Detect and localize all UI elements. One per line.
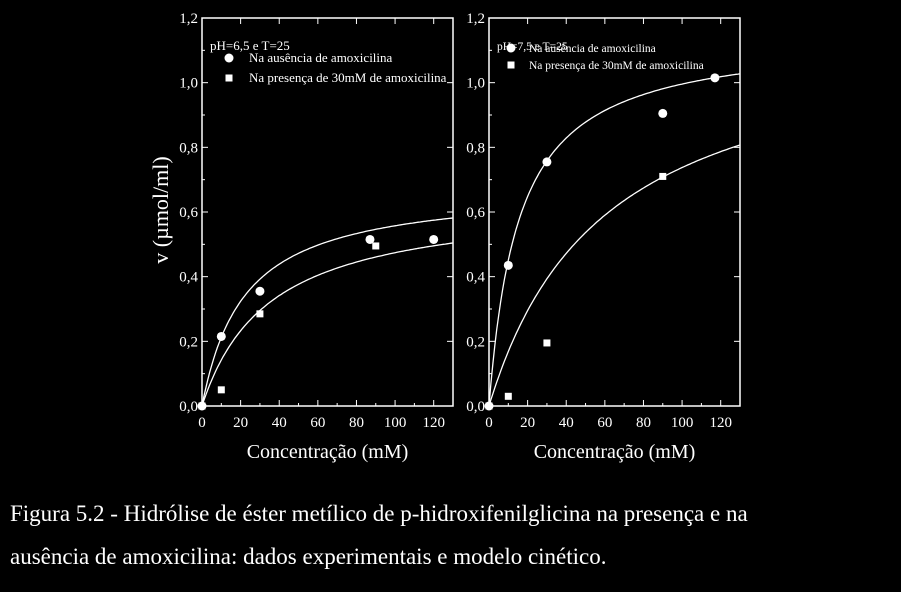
y-tick-label: 1,2: [466, 11, 485, 27]
caption-line-2: ausência de amoxicilina: dados experimen…: [10, 544, 607, 569]
fit-curve-1: [202, 217, 453, 406]
x-tick-label: 0: [485, 415, 493, 431]
legend-marker-circle: [224, 53, 234, 63]
data-point-circle: [658, 108, 668, 118]
legend-marker-square: [507, 61, 515, 69]
data-point-circle: [710, 73, 720, 83]
data-point-square: [198, 402, 206, 410]
plot-frame: [488, 17, 741, 407]
data-point-circle: [542, 157, 552, 167]
data-point-square: [217, 386, 225, 394]
legend-label: Na presença de 30mM de amoxicilina: [249, 70, 447, 85]
legend-label: Na ausência de amoxicilina: [249, 50, 393, 65]
x-tick-label: 60: [310, 415, 325, 431]
y-tick-label: 0,6: [466, 205, 485, 221]
y-tick-label: 0,2: [466, 334, 485, 350]
data-point-circle: [503, 260, 513, 270]
y-tick-label: 0,0: [179, 399, 198, 415]
x-axis-title: Concentração (mM): [247, 441, 409, 463]
data-point-square: [504, 392, 512, 400]
y-axis-title: v (µmol/ml): [148, 156, 173, 263]
y-tick-label: 0,8: [466, 140, 485, 156]
y-tick-label: 0,2: [179, 334, 198, 350]
data-point-circle: [429, 234, 439, 244]
x-tick-label: 20: [233, 415, 248, 431]
data-point-circle: [216, 331, 226, 341]
data-point-square: [543, 339, 551, 347]
data-point-square: [372, 242, 380, 250]
x-tick-label: 80: [349, 415, 364, 431]
data-point-square: [256, 310, 264, 318]
chart-panel-ph75: 0 20 40 60 80 100 120 0,0 0,2 0,4 0,6 0,8 1,0 1,2 Conc…: [466, 11, 741, 463]
y-tick-label: 1,0: [466, 76, 485, 92]
condition-annotation: pH=6,5 e T=25: [210, 38, 290, 53]
x-tick-label: 120: [422, 415, 445, 431]
x-tick-label: 0: [198, 415, 206, 431]
x-tick-label: 40: [559, 415, 574, 431]
data-point-circle: [365, 234, 375, 244]
data-point-square: [659, 172, 667, 180]
chart-panel-ph65: 0 20 40 60 80 100 120 0,0 0,2 0,4 0,6 0,8 1,0 1,2 Conc…: [179, 11, 454, 463]
y-tick-label: 0,4: [466, 270, 485, 286]
x-tick-label: 40: [272, 415, 287, 431]
legend-marker-circle: [506, 43, 516, 53]
caption-line-1: Figura 5.2 - Hidrólise de éster metílico…: [10, 501, 748, 526]
data-point-square: [485, 402, 493, 410]
data-point-circle: [255, 286, 265, 296]
x-tick-label: 120: [709, 415, 732, 431]
x-tick-label: 60: [597, 415, 612, 431]
fit-curve-2: [202, 242, 453, 406]
legend-marker-square: [225, 74, 233, 82]
x-tick-label: 20: [520, 415, 535, 431]
x-tick-label: 100: [671, 415, 694, 431]
y-tick-label: 0,0: [466, 399, 485, 415]
legend-label: Na ausência de amoxicilina: [529, 43, 656, 55]
fit-curve-2: [489, 144, 740, 406]
y-tick-label: 0,4: [179, 270, 198, 286]
x-axis-title: Concentração (mM): [534, 441, 696, 463]
legend-label: Na presença de 30mM de amoxicilina: [529, 60, 704, 72]
y-tick-label: 1,0: [179, 76, 198, 92]
x-tick-label: 80: [636, 415, 651, 431]
y-tick-label: 1,2: [179, 11, 198, 27]
y-tick-label: 0,6: [179, 205, 198, 221]
fit-curve-1: [489, 73, 740, 406]
x-tick-label: 100: [384, 415, 407, 431]
y-tick-label: 0,8: [179, 140, 198, 156]
